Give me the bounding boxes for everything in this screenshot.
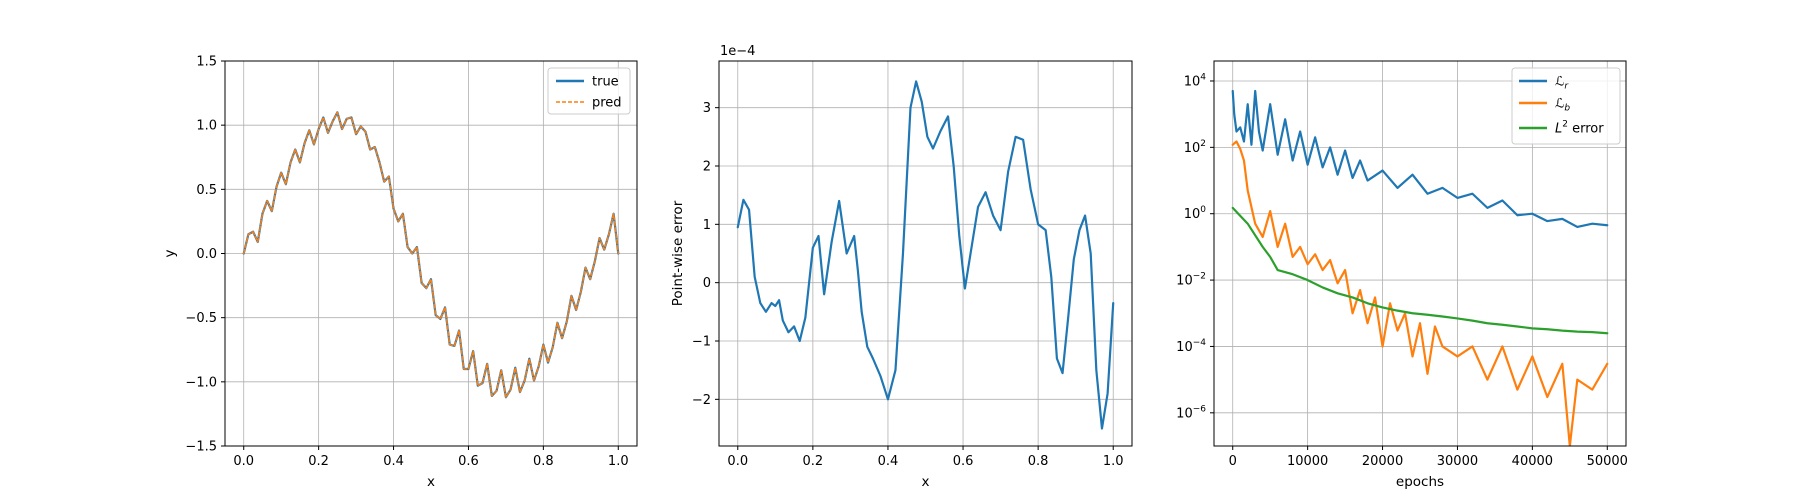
error-y-tick-label: 3 [703,101,711,116]
training-legend: ℒr ℒb L2 error [1511,67,1621,145]
training-y-tick-base: 10 [1176,406,1193,421]
error-ticks: 0.0 0.2 0.4 0.6 0.8 1.0 −2 −1 0 1 2 3 [692,101,1124,469]
error-series-0 [736,80,1115,430]
fit-y-tick-label: 1.0 [196,119,217,134]
legend-label-l2-sup: 2 [1562,120,1568,130]
legend-label-lb-sub: b [1564,104,1570,114]
error-grid [719,61,1132,446]
error-x-tick-label: 0.2 [803,454,824,469]
training-y-tick-label: 10−6 [1176,404,1206,421]
error-x-tick-label: 0.0 [727,454,748,469]
legend-label-lr-main: ℒ [1555,75,1564,90]
training-series-b [1231,140,1609,446]
error-y-tick-label: 2 [703,160,711,175]
fit-y-tick-label: 0.5 [196,183,217,198]
training-y-tick-base: 10 [1176,340,1193,355]
training-y-tick-exponent: −2 [1193,272,1206,282]
error-offset-text: 1e−4 [720,44,755,59]
training-y-tick-exponent: 0 [1200,205,1206,215]
training-y-tick-exponent: 2 [1200,139,1206,149]
fit-series-pred [242,111,620,398]
training-series-r [1231,89,1609,229]
legend-label-lb-main: ℒ [1555,97,1564,112]
training-y-tick-exponent: 4 [1200,72,1206,82]
legend-label-lr: ℒr [1555,75,1569,92]
training-x-tick-label: 20000 [1362,454,1403,469]
training-y-tick-label: 10−2 [1176,272,1206,289]
fit-x-axis-label: x [427,474,435,490]
fit-y-tick-label: −1.5 [185,440,217,455]
error-x-axis-label: x [922,474,930,490]
fit-x-tick-label: 0.0 [233,454,254,469]
training-y-tick-label: 104 [1184,72,1207,89]
training-y-tick-base: 10 [1176,274,1193,289]
error-y-tick-label: −2 [692,393,711,408]
training-y-tick-exponent: −4 [1193,338,1207,348]
legend-label-lb: ℒb [1555,97,1570,114]
fit-panel: 0.0 0.2 0.4 0.6 0.8 1.0 −1.5 −1.0 −0.5 0.0 0.5 1.0 1… [162,55,638,490]
training-y-tick-base: 10 [1184,74,1201,89]
error-y-tick-label: 1 [703,218,711,233]
error-panel: 0.0 0.2 0.4 0.6 0.8 1.0 −2 −1 0 1 2 3 1e−4 x Point-… [670,44,1133,490]
fit-y-tick-label: −1.0 [185,375,217,390]
error-y-tick-label: −1 [692,335,711,350]
training-x-tick-label: 30000 [1437,454,1478,469]
fit-x-tick-label: 0.4 [383,454,404,469]
fit-plot-area [242,111,620,399]
training-y-tick-base: 10 [1184,207,1201,222]
fit-y-tick-label: 1.5 [196,55,217,70]
training-y-tick-exponent: −6 [1193,404,1207,414]
error-axes-frame [718,60,1133,447]
legend-label-l2: L2 error [1555,120,1604,137]
error-x-tick-label: 1.0 [1103,454,1124,469]
legend-label-l2-main: L [1555,122,1562,137]
training-plot-area [1231,89,1609,446]
training-panel: 0 10000 20000 30000 40000 5000010−610−410−210… [1176,60,1628,490]
training-axes-frame [1213,60,1627,447]
training-y-tick-label: 10−4 [1176,338,1206,355]
fit-y-tick-label: −0.5 [185,311,217,326]
training-y-tick-base: 10 [1184,141,1201,156]
fit-grid [225,60,637,447]
legend-label-l2-rest: error [1568,122,1604,137]
error-plot-area [736,80,1115,430]
legend-label-lr-sub: r [1564,82,1569,92]
fit-x-tick-label: 1.0 [608,454,629,469]
training-y-tick-label: 102 [1184,139,1206,156]
training-legend-box [1511,67,1621,145]
error-y-axis-label: Point-wise error [670,200,686,306]
error-x-tick-label: 0.8 [1028,454,1049,469]
training-x-axis-label: epochs [1396,474,1444,490]
fit-legend: true pred [547,67,631,115]
legend-label-true: true [592,75,619,90]
training-x-tick-label: 0 [1229,454,1237,469]
fit-x-tick-label: 0.2 [308,454,329,469]
legend-label-pred: pred [592,96,622,111]
fit-y-tick-label: 0.0 [196,247,217,262]
training-series-error [1231,206,1609,335]
error-x-tick-label: 0.4 [878,454,899,469]
training-y-tick-label: 100 [1184,205,1207,222]
error-x-tick-label: 0.6 [953,454,974,469]
fit-y-axis-label: y [162,250,178,258]
training-ticks: 0 10000 20000 30000 40000 5000010−610−410−210… [1176,72,1628,469]
training-x-tick-label: 10000 [1287,454,1328,469]
fit-ticks: 0.0 0.2 0.4 0.6 0.8 1.0 −1.5 −1.0 −0.5 0.0 0.5 1.0 1… [185,55,628,470]
fit-x-tick-label: 0.8 [533,454,554,469]
fit-x-tick-label: 0.6 [458,454,479,469]
error-y-tick-label: 0 [703,276,711,291]
training-x-tick-label: 40000 [1512,454,1553,469]
training-x-tick-label: 50000 [1587,454,1628,469]
